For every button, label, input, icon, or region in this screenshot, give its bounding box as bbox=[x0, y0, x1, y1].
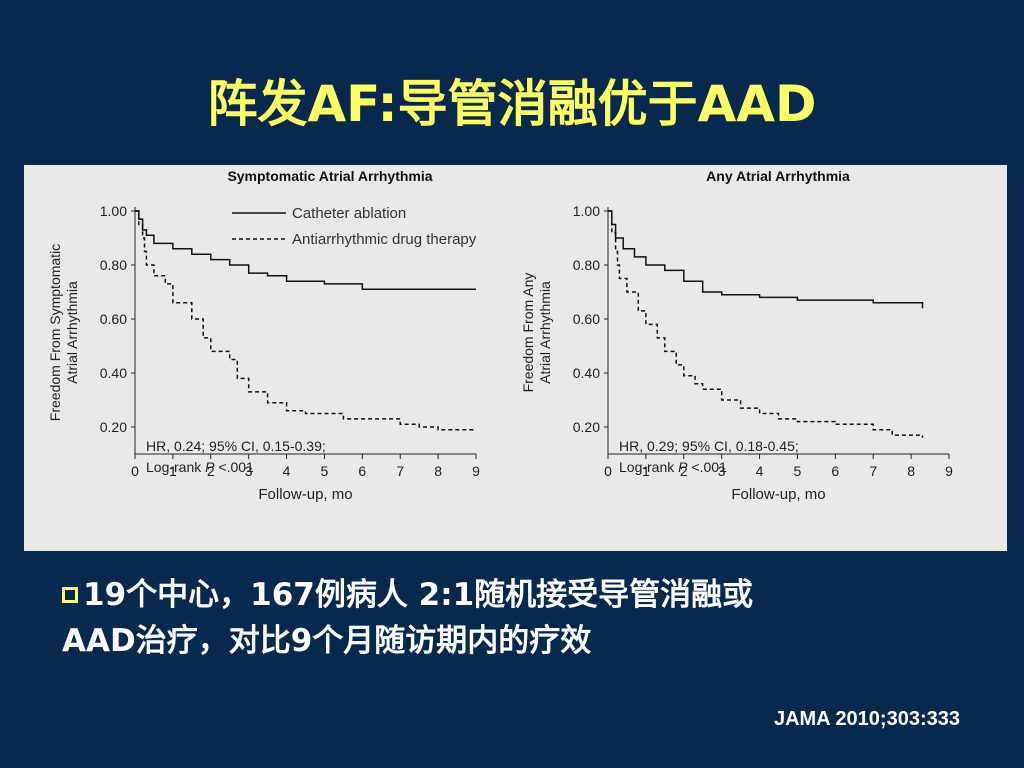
chart1-x-tick-label: 5 bbox=[321, 463, 329, 479]
chart1-x-tick-label: 2 bbox=[207, 463, 215, 479]
chart1-y-label-line-1: Freedom From Symptomatic bbox=[47, 244, 63, 421]
chart1-x-tick-label: 9 bbox=[472, 463, 480, 479]
kaplan-meier-charts: Symptomatic Atrial Arrhythmia 0.20 0.40 0.6… bbox=[47, 168, 953, 503]
hollow-square-bullet-icon bbox=[62, 587, 78, 603]
chart1-y-tick-label: 1.00 bbox=[100, 203, 127, 219]
chart2-logrank-annotation: Log-rank P <.001 bbox=[619, 459, 727, 475]
chart1-y-label-line-2: Atrial Arrhythmia bbox=[64, 281, 80, 384]
chart2-y-tick-label: 1.00 bbox=[573, 203, 600, 219]
chart2-y-tick-label: 0.60 bbox=[573, 311, 600, 327]
chart1-x-tick-label: 7 bbox=[396, 463, 404, 479]
bullet-line-2: AAD治疗，对比9个月随访期内的疗效 bbox=[62, 623, 592, 659]
chart1-y-tick-label: 0.40 bbox=[100, 365, 127, 381]
chart1-y-tick-label: 0.20 bbox=[100, 419, 127, 435]
chart1-x-tick-label: 1 bbox=[169, 463, 177, 479]
chart2-series-aad bbox=[608, 210, 924, 438]
chart1-title: Symptomatic Atrial Arrhythmia bbox=[227, 168, 432, 184]
chart2-y-tick-label: 0.80 bbox=[573, 257, 600, 273]
chart1-x-tick-label: 0 bbox=[131, 463, 139, 479]
chart1-series-ablation bbox=[135, 210, 476, 291]
chart2-x-tick-label: 5 bbox=[794, 463, 802, 479]
chart1-legend-label-1: Catheter ablation bbox=[292, 205, 406, 222]
chart2-y-label-line-2: Atrial Arrhythmia bbox=[537, 281, 553, 384]
chart1-y-tick-label: 0.60 bbox=[100, 311, 127, 327]
chart2-series-ablation bbox=[608, 210, 924, 309]
chart1-x-tick-label: 3 bbox=[245, 463, 253, 479]
chart2-x-tick-label: 7 bbox=[869, 463, 877, 479]
chart1-hr-annotation: HR, 0.24; 95% CI, 0.15-0.39; bbox=[146, 438, 326, 454]
chart2-y-label-line-1: Freedom From Any bbox=[520, 273, 536, 393]
chart2-x-tick-label: 0 bbox=[604, 463, 612, 479]
chart2-x-label: Follow-up, mo bbox=[731, 486, 825, 503]
chart2-x-tick-label: 1 bbox=[642, 463, 650, 479]
chart2-x-tick-label: 4 bbox=[756, 463, 764, 479]
chart2-y-tick-label: 0.40 bbox=[573, 365, 600, 381]
chart1-y-tick-label: 0.80 bbox=[100, 257, 127, 273]
chart1-x-tick-label: 4 bbox=[283, 463, 291, 479]
chart2-x-tick-label: 3 bbox=[718, 463, 726, 479]
chart1-x-label: Follow-up, mo bbox=[258, 486, 352, 503]
chart1-x-tick-label: 6 bbox=[358, 463, 366, 479]
chart2-x-tick-label: 6 bbox=[831, 463, 839, 479]
chart1-legend-label-2: Antiarrhythmic drug therapy bbox=[292, 231, 477, 248]
chart1-x-tick-label: 8 bbox=[434, 463, 442, 479]
bullet-line-1: 19个中心，167例病人 2:1随机接受导管消融或 bbox=[83, 577, 754, 613]
chart2-title: Any Atrial Arrhythmia bbox=[706, 168, 850, 184]
chart2-x-tick-label: 8 bbox=[907, 463, 915, 479]
chart2-hr-annotation: HR, 0.29; 95% CI, 0.18-0.45; bbox=[619, 438, 799, 454]
chart-panel: Symptomatic Atrial Arrhythmia 0.20 0.40 0.6… bbox=[24, 165, 1007, 551]
chart2-y-tick-label: 0.20 bbox=[573, 419, 600, 435]
bullet-point: 19个中心，167例病人 2:1随机接受导管消融或 AAD治疗，对比9个月随访期… bbox=[62, 572, 962, 664]
slide-title: 阵发AF:导管消融优于AAD bbox=[207, 75, 817, 133]
chart1-logrank-annotation: Log-rank P <.001 bbox=[146, 459, 254, 475]
chart2-x-tick-label: 9 bbox=[945, 463, 953, 479]
citation: JAMA 2010;303:333 bbox=[773, 708, 960, 730]
chart1-series-aad bbox=[135, 210, 476, 431]
chart2-x-tick-label: 2 bbox=[680, 463, 688, 479]
